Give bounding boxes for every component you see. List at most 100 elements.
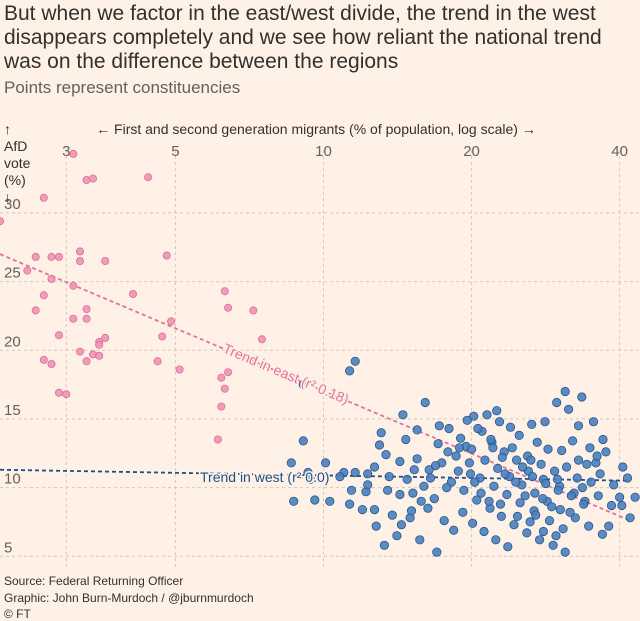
data-point-west bbox=[549, 466, 560, 476]
x-tick-label-3: 3 bbox=[62, 143, 70, 160]
data-point-west bbox=[398, 410, 408, 420]
data-point-west bbox=[442, 482, 452, 493]
data-point-west bbox=[511, 477, 521, 487]
data-point-west bbox=[395, 456, 405, 467]
data-point-west bbox=[614, 492, 625, 502]
data-point-east bbox=[217, 373, 226, 382]
data-point-west bbox=[489, 481, 499, 491]
graphic-credit: Graphic: John Burn-Murdoch / @jburnmurdo… bbox=[4, 591, 254, 605]
data-point-west bbox=[541, 478, 551, 489]
data-point-east bbox=[153, 357, 162, 366]
west-points bbox=[286, 356, 640, 557]
data-point-west bbox=[522, 528, 532, 538]
data-point-west bbox=[530, 488, 540, 498]
data-point-west bbox=[618, 462, 628, 472]
data-point-west bbox=[346, 485, 357, 495]
data-point-west bbox=[548, 540, 558, 550]
data-point-west bbox=[547, 502, 557, 512]
y-axis-label-line: AfD bbox=[4, 138, 27, 154]
data-point-west bbox=[579, 499, 589, 509]
data-point-west bbox=[493, 463, 503, 473]
data-point-west bbox=[402, 474, 412, 484]
data-point-west bbox=[432, 547, 442, 557]
data-point-west bbox=[588, 417, 599, 427]
y-tick-label-30: 30 bbox=[4, 196, 21, 213]
data-point-west bbox=[625, 513, 635, 523]
data-point-west bbox=[486, 434, 496, 445]
data-point-west bbox=[500, 469, 510, 479]
data-point-west bbox=[289, 496, 299, 506]
data-point-west bbox=[491, 535, 501, 545]
data-point-west bbox=[449, 525, 459, 535]
data-point-west bbox=[563, 404, 574, 414]
data-point-east bbox=[39, 193, 48, 202]
data-point-east bbox=[62, 390, 71, 399]
data-point-west bbox=[387, 510, 397, 520]
data-point-west bbox=[551, 531, 561, 541]
data-point-west bbox=[538, 526, 549, 537]
data-point-west bbox=[444, 423, 454, 434]
trend-label-west: Trend in west (r² 0.0) bbox=[200, 469, 329, 485]
data-point-west bbox=[514, 430, 524, 440]
ft-copyright: © FT bbox=[4, 607, 31, 621]
data-point-west bbox=[502, 489, 512, 500]
data-point-west bbox=[469, 411, 479, 421]
y-tick-label-25: 25 bbox=[4, 265, 21, 282]
data-point-west bbox=[455, 433, 466, 443]
data-point-east bbox=[39, 355, 48, 364]
data-point-east bbox=[69, 314, 78, 323]
data-point-west bbox=[423, 503, 433, 513]
data-point-west bbox=[597, 529, 608, 539]
data-point-west bbox=[558, 524, 568, 534]
data-point-west bbox=[577, 482, 588, 493]
data-point-west bbox=[536, 459, 546, 469]
data-point-west bbox=[511, 455, 522, 465]
data-point-west bbox=[584, 521, 594, 531]
data-point-west bbox=[479, 526, 489, 537]
data-point-west bbox=[335, 471, 345, 482]
data-point-west bbox=[350, 356, 360, 366]
data-point-west bbox=[543, 444, 553, 454]
data-point-west bbox=[622, 473, 633, 483]
data-point-west bbox=[552, 397, 562, 408]
data-point-east bbox=[213, 435, 222, 444]
data-point-west bbox=[298, 379, 308, 390]
data-point-west bbox=[593, 491, 603, 501]
data-point-west bbox=[480, 455, 490, 465]
data-point-west bbox=[476, 488, 486, 498]
data-point-east bbox=[82, 357, 91, 366]
data-point-east bbox=[82, 314, 91, 323]
data-point-west bbox=[357, 504, 367, 515]
x-axis-label: ← First and second generation migrants (… bbox=[96, 121, 536, 137]
data-point-east bbox=[55, 331, 64, 340]
data-point-west bbox=[531, 510, 541, 520]
data-point-east bbox=[76, 347, 85, 356]
data-point-west bbox=[492, 406, 502, 416]
data-point-west bbox=[573, 421, 584, 431]
data-point-west bbox=[392, 531, 402, 541]
data-point-west bbox=[298, 436, 308, 446]
data-point-west bbox=[617, 500, 627, 511]
data-point-west bbox=[408, 488, 418, 498]
data-point-west bbox=[384, 471, 394, 482]
data-point-west bbox=[592, 451, 602, 461]
x-tick-label-5: 5 bbox=[171, 143, 179, 160]
data-point-west bbox=[430, 460, 441, 471]
data-point-west bbox=[371, 521, 381, 531]
data-point-west bbox=[525, 517, 535, 527]
data-point-east bbox=[31, 306, 40, 315]
data-point-west bbox=[325, 496, 335, 506]
data-point-west bbox=[560, 547, 570, 557]
data-point-east bbox=[220, 384, 229, 393]
data-point-west bbox=[462, 415, 472, 425]
chart-title: But when we factor in the east/west divi… bbox=[4, 2, 602, 73]
data-point-west bbox=[561, 462, 572, 472]
data-point-west bbox=[527, 471, 538, 482]
data-point-west bbox=[567, 436, 578, 446]
data-point-west bbox=[497, 452, 507, 462]
data-point-west bbox=[503, 542, 513, 552]
data-point-west bbox=[482, 410, 492, 420]
data-point-west bbox=[538, 493, 548, 504]
data-point-east bbox=[220, 287, 229, 296]
data-point-west bbox=[507, 443, 517, 453]
